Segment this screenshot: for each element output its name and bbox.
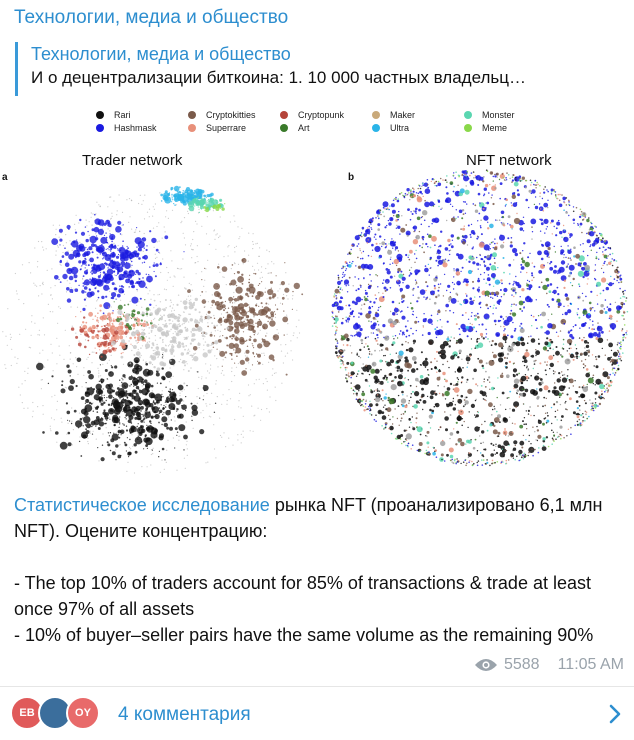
panel-a-title: Trader network xyxy=(82,152,183,169)
reply-title: Технологии, медиа и общество xyxy=(31,44,291,64)
legend-entry: Maker xyxy=(372,110,415,120)
legend-swatch xyxy=(188,124,196,132)
legend-entry: Cryptokitties xyxy=(188,110,256,120)
message-meta: 5588 11:05 AM xyxy=(474,656,624,674)
legend-swatch xyxy=(280,111,288,119)
legend-entry: Cryptopunk xyxy=(280,110,344,120)
legend-entry: Art xyxy=(280,123,310,133)
panel-b-letter: b xyxy=(348,172,355,183)
legend-entry: Ultra xyxy=(372,123,409,133)
eye-icon xyxy=(474,659,497,671)
legend-swatch xyxy=(280,124,288,132)
view-count: 5588 xyxy=(503,656,540,673)
legend-label: Superrare xyxy=(206,123,247,133)
legend-label: Cryptokitties xyxy=(206,110,256,120)
legend-entry: Monster xyxy=(464,110,515,120)
legend-label: Rari xyxy=(114,110,131,120)
legend-swatch xyxy=(372,111,380,119)
nft-network-graph xyxy=(331,169,629,467)
legend-label: Ultra xyxy=(390,123,410,133)
legend-swatch xyxy=(464,124,472,132)
legend-entry: Superrare xyxy=(188,123,246,133)
legend-label: Cryptopunk xyxy=(298,110,345,120)
legend-label: Art xyxy=(298,123,310,133)
message-text: Статистическое исследование рынка NFT (п… xyxy=(14,492,624,648)
legend-label: Meme xyxy=(482,123,508,133)
trader-network-graph xyxy=(2,185,304,474)
reply-text: И о децентрализации биткоина: 1. 10 000 … xyxy=(31,68,526,87)
avatar: EB xyxy=(10,696,44,730)
legend-label: Maker xyxy=(390,110,416,120)
legend-label: Monster xyxy=(482,110,515,120)
legend-entry: Rari xyxy=(96,110,131,120)
legend-swatch xyxy=(372,124,380,132)
divider xyxy=(0,686,634,687)
legend-label: Hashmask xyxy=(114,123,157,133)
message-time: 11:05 AM xyxy=(557,656,624,673)
panel-a-letter: a xyxy=(2,172,8,183)
channel-name[interactable]: Технологии, медиа и общество xyxy=(14,7,289,28)
legend-entry: Hashmask xyxy=(96,123,157,133)
legend-swatch xyxy=(96,124,104,132)
reply-quote[interactable]: Технологии, медиа и общество И о децентр… xyxy=(15,42,620,96)
legend-swatch xyxy=(464,111,472,119)
message-line1: рынка NFT (проанализировано 6,1 млн NFT)… xyxy=(14,495,603,541)
bullet-1: - The top 10% of traders account for 85%… xyxy=(14,573,591,619)
network-figure[interactable]: Rari Hashmask Cryptokitties Superrare Crypto… xyxy=(0,106,634,486)
comments-bar[interactable]: EB OY 4 комментария xyxy=(0,690,634,740)
legend-entry: Meme xyxy=(464,123,507,133)
panel-b-title: NFT network xyxy=(466,152,552,169)
legend-swatch xyxy=(188,111,196,119)
bullet-2: - 10% of buyer–seller pairs have the sam… xyxy=(14,625,594,645)
avatar: OY xyxy=(66,696,100,730)
study-link[interactable]: Статистическое исследование xyxy=(14,495,270,515)
comments-count[interactable]: 4 комментария xyxy=(118,704,251,725)
legend-swatch xyxy=(96,111,104,119)
chevron-right-icon[interactable] xyxy=(608,704,622,724)
